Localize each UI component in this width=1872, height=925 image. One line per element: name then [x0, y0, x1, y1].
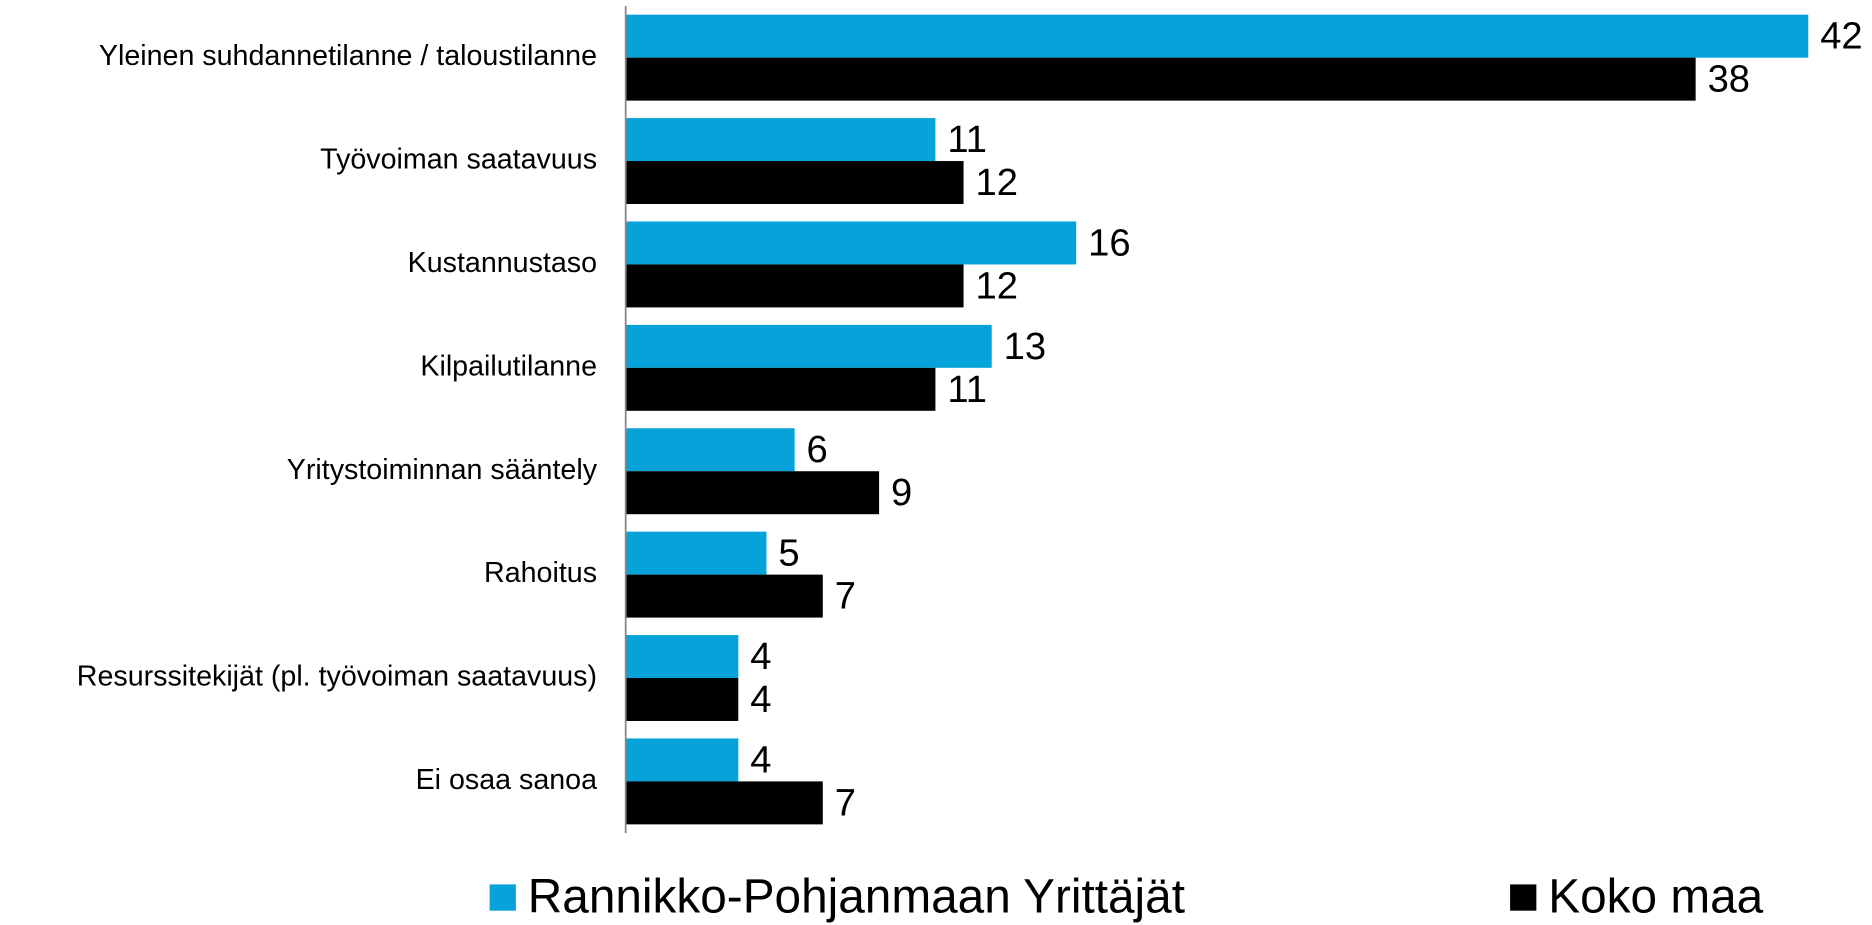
- bar: [625, 264, 964, 308]
- bar: [625, 14, 1809, 58]
- bar: [625, 781, 823, 825]
- bar: [625, 531, 767, 575]
- bar: [625, 324, 992, 368]
- bar: [625, 678, 739, 721]
- value-label: 11: [947, 118, 987, 161]
- value-label: 4: [750, 678, 771, 721]
- category-label: Rahoitus: [484, 557, 597, 589]
- category-label: Resurssitekijät (pl. työvoiman saatavuus…: [77, 661, 597, 693]
- bar: [625, 428, 795, 472]
- value-label: 12: [975, 264, 1017, 307]
- value-label: 11: [947, 368, 987, 411]
- bar: [625, 367, 936, 411]
- value-label: 16: [1088, 221, 1130, 264]
- legend-swatch: [1510, 884, 1537, 911]
- category-label: Ei osaa sanoa: [416, 764, 598, 796]
- legend-swatch: [489, 884, 516, 911]
- legend-label: Rannikko-Pohjanmaan Yrittäjät: [528, 871, 1185, 924]
- category-label: Yleinen suhdannetilanne / taloustilanne: [99, 40, 597, 72]
- value-label: 13: [1004, 325, 1046, 368]
- value-label: 4: [750, 635, 771, 678]
- category-label: Työvoiman saatavuus: [320, 144, 597, 176]
- value-label: 38: [1708, 58, 1750, 101]
- value-label: 9: [891, 471, 912, 514]
- value-label: 5: [778, 532, 799, 575]
- bar: [625, 471, 880, 515]
- bar: [625, 221, 1077, 265]
- bar: [625, 118, 936, 162]
- value-label: 12: [975, 161, 1017, 204]
- value-label: 6: [807, 428, 828, 471]
- bar: [625, 161, 964, 205]
- bar: [625, 574, 823, 618]
- value-label: 7: [835, 575, 856, 618]
- legend-label: Koko maa: [1548, 871, 1763, 924]
- bar: [625, 57, 1696, 101]
- category-label: Kilpailutilanne: [420, 350, 597, 382]
- bar: [625, 635, 739, 679]
- category-label: Kustannustaso: [408, 247, 597, 279]
- value-label: 7: [835, 781, 856, 824]
- category-label: Yritystoiminnan sääntely: [287, 454, 598, 486]
- value-label: 4: [750, 738, 771, 781]
- bar: [625, 738, 739, 782]
- value-label: 42: [1820, 15, 1862, 58]
